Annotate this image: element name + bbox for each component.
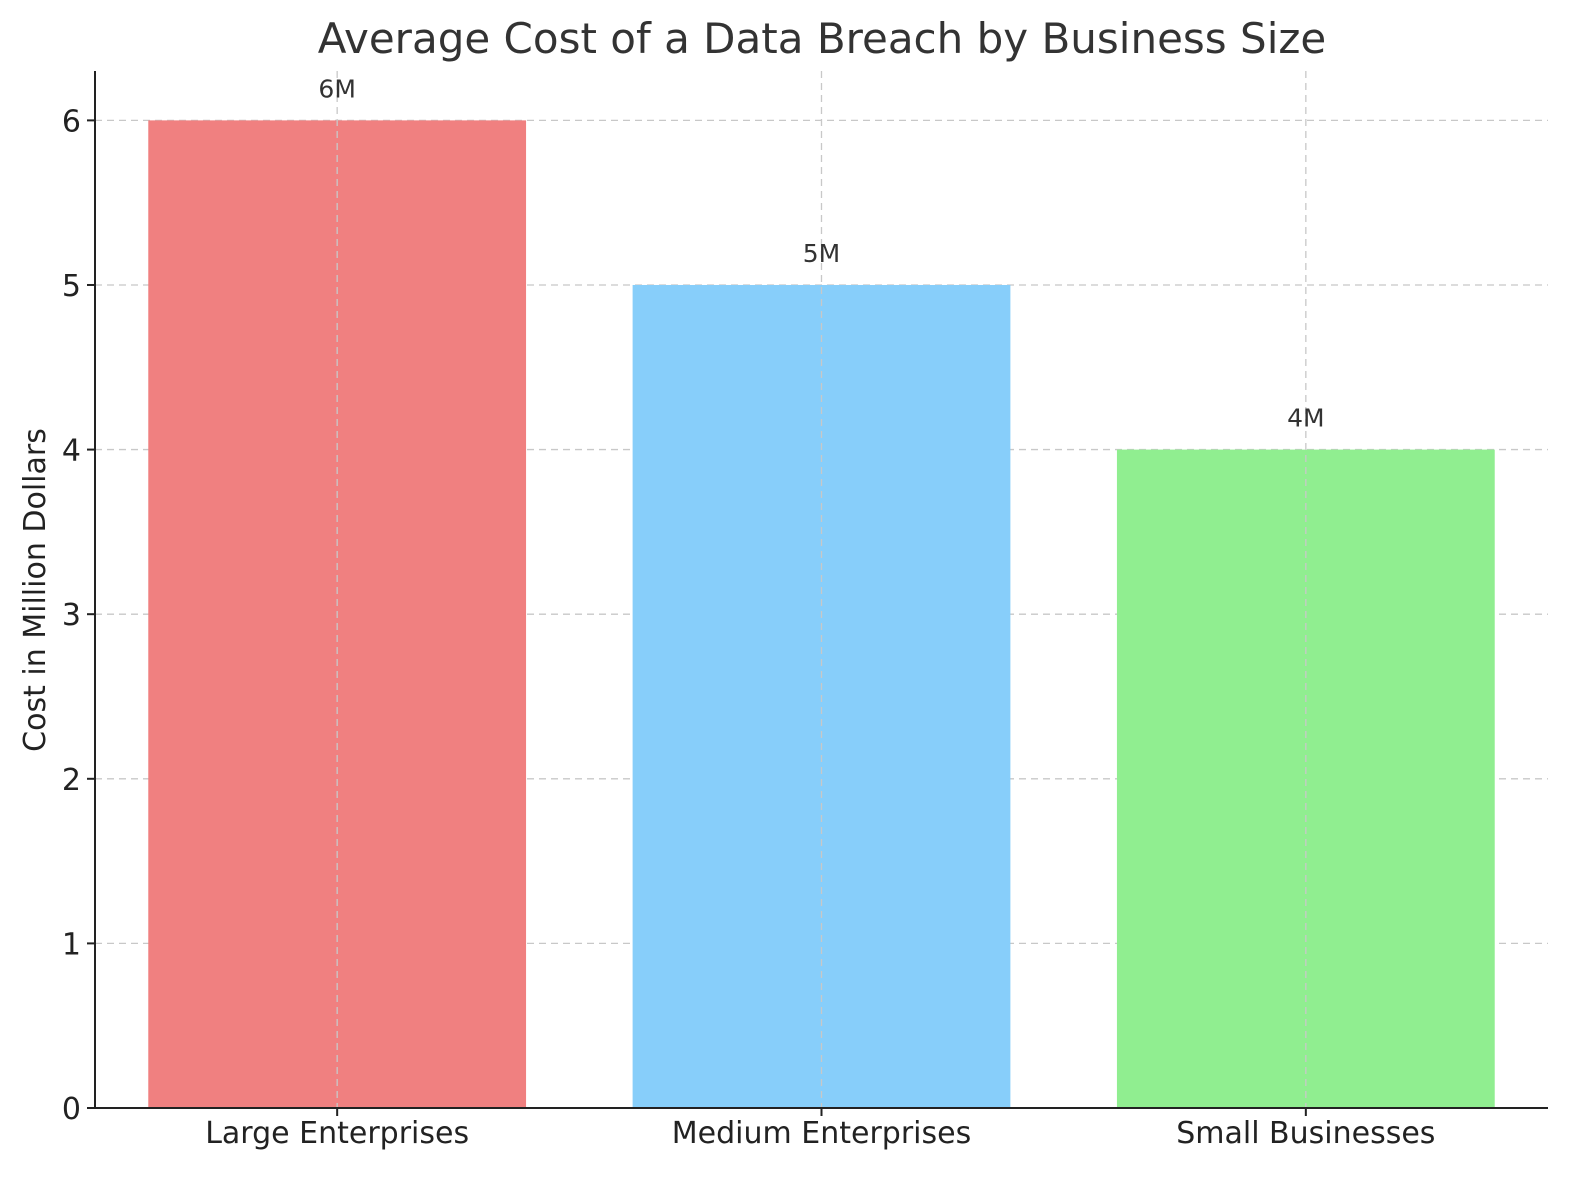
- chart-title: Average Cost of a Data Breach by Busines…: [318, 14, 1327, 63]
- y-tick-label-5: 5: [62, 269, 81, 304]
- x-tick-label-0: Large Enterprises: [205, 1116, 469, 1151]
- y-tick-label-1: 1: [62, 927, 81, 962]
- y-tick-label-0: 0: [62, 1092, 81, 1127]
- data-label-0: 6M: [318, 74, 355, 103]
- axes: 0 1 2 3 4 5 6 Large Enterprises Medium Enterpris…: [62, 71, 1548, 1151]
- y-axis-label: Cost in Million Dollars: [18, 428, 53, 752]
- y-tick-label-3: 3: [62, 598, 81, 633]
- y-tick-label-4: 4: [62, 434, 81, 469]
- data-label-2: 4M: [1287, 404, 1324, 433]
- data-label-1: 5M: [803, 239, 840, 268]
- data-labels: 6M 5M 4M: [318, 74, 1324, 432]
- x-tick-label-1: Medium Enterprises: [672, 1116, 971, 1151]
- y-tick-label-2: 2: [62, 763, 81, 798]
- y-tick-label-6: 6: [62, 104, 81, 139]
- x-tick-label-2: Small Businesses: [1176, 1116, 1435, 1151]
